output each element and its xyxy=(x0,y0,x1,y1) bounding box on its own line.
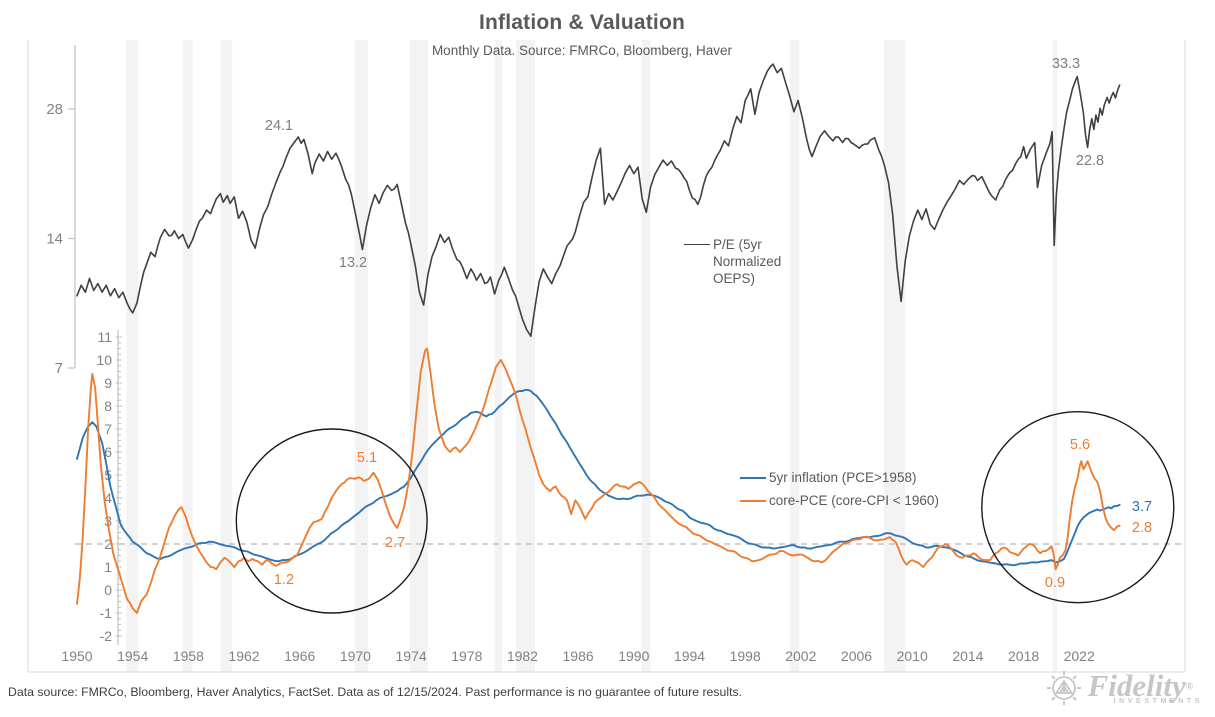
legend-pe-label: P/E (5yr Normalized OEPS) xyxy=(713,237,782,286)
x-axis-tick-label: 1998 xyxy=(730,648,761,664)
x-axis-tick-label: 2022 xyxy=(1064,648,1095,664)
x-axis-tick-label: 2010 xyxy=(897,648,928,664)
data-annotation: 33.3 xyxy=(1052,56,1080,72)
x-axis-tick-label: 2018 xyxy=(1008,648,1039,664)
recession-band xyxy=(220,40,233,672)
page-subtitle: Monthly Data. Source: FMRCo, Bloomberg, … xyxy=(431,43,733,58)
inflation-axis-tick-label: 4 xyxy=(104,490,112,506)
data-annotation: 0.9 xyxy=(1045,575,1065,591)
legend-pe: P/E (5yr Normalized OEPS) xyxy=(684,236,809,287)
highlight-circle xyxy=(981,411,1175,604)
recession-band xyxy=(354,40,368,672)
inflation-axis-tick-label: 8 xyxy=(104,398,112,414)
fidelity-logo: Fidelity® INVESTMENTS xyxy=(1044,668,1203,708)
recession-band xyxy=(1052,40,1057,672)
data-annotation: 3.7 xyxy=(1132,499,1152,515)
pe-axis-tick-label: 7 xyxy=(55,360,63,377)
data-annotation: 5.1 xyxy=(357,450,377,466)
inflation-axis-tick-label: 9 xyxy=(104,375,112,391)
recession-band xyxy=(883,40,906,672)
page-title: Inflation & Valuation xyxy=(478,11,686,34)
x-axis-tick-label: 1978 xyxy=(451,648,482,664)
x-axis-tick-label: 1994 xyxy=(674,648,705,664)
inflation-axis-tick-label: -2 xyxy=(100,628,113,644)
x-axis-tick-label: 1958 xyxy=(173,648,204,664)
inflation-axis-tick-label: 0 xyxy=(104,582,112,598)
pe-line-swatch xyxy=(684,244,710,245)
x-axis-tick-label: 1986 xyxy=(563,648,594,664)
registered-mark: ® xyxy=(1185,681,1194,693)
inflation-axis-tick-label: -1 xyxy=(100,605,113,621)
legend-inflation: 5yr inflation (PCE>1958) core-PCE (core-… xyxy=(740,469,939,515)
legend-inflation-label: 5yr inflation (PCE>1958) xyxy=(769,470,917,485)
x-axis-tick-label: 1966 xyxy=(284,648,315,664)
recession-band xyxy=(641,40,651,672)
disclaimer-text: Data source: FMRCo, Bloomberg, Haver Ana… xyxy=(8,685,743,699)
data-annotation: 5.6 xyxy=(1070,437,1090,453)
recession-band xyxy=(409,40,428,672)
x-axis-tick-label: 1970 xyxy=(340,648,371,664)
data-annotation: 22.8 xyxy=(1076,153,1104,169)
x-axis-tick-label: 2014 xyxy=(952,648,983,664)
logo-brand: Fidelity xyxy=(1087,668,1186,703)
x-axis-tick-label: 1974 xyxy=(396,648,427,664)
inflation-line-swatch xyxy=(740,476,766,479)
legend-item-5yr-inflation: 5yr inflation (PCE>1958) xyxy=(740,469,939,486)
recession-band xyxy=(516,40,535,672)
inflation-5yr-line xyxy=(76,388,1121,567)
x-axis-tick-label: 1990 xyxy=(618,648,649,664)
data-annotation: 2.7 xyxy=(385,535,405,551)
core-pce-line-swatch xyxy=(740,499,766,502)
logo-investments: INVESTMENTS xyxy=(1113,698,1203,705)
recession-band xyxy=(494,40,503,672)
pe-axis-tick-label: 28 xyxy=(46,101,63,118)
recession-band xyxy=(182,40,193,672)
pe-axis-tick-label: 14 xyxy=(46,231,63,248)
fidelity-pyramid-icon xyxy=(1046,671,1081,705)
recession-band xyxy=(789,40,800,672)
data-annotation: 24.1 xyxy=(265,118,293,134)
inflation-axis-tick-label: 7 xyxy=(104,421,112,437)
inflation-axis-tick-label: 10 xyxy=(96,352,112,368)
x-axis-tick-label: 1982 xyxy=(507,648,538,664)
x-axis-tick-label: 2006 xyxy=(841,648,872,664)
x-axis-tick-label: 1950 xyxy=(61,648,92,664)
inflation-axis-tick-label: 6 xyxy=(104,444,112,460)
inflation-axis-tick-label: 1 xyxy=(104,559,112,575)
recession-band xyxy=(126,40,139,672)
inflation-axis-tick-label: 11 xyxy=(97,329,112,345)
fidelity-wordmark: Fidelity® INVESTMENTS xyxy=(1087,668,1203,705)
legend-item-core-pce: core-PCE (core-CPI < 1960) xyxy=(740,492,939,509)
data-annotation: 13.2 xyxy=(339,255,367,271)
x-axis-tick-label: 2002 xyxy=(785,648,816,664)
legend-core-pce-label: core-PCE (core-CPI < 1960) xyxy=(769,493,939,508)
data-annotation: 2.8 xyxy=(1132,520,1152,536)
x-axis-tick-label: 1954 xyxy=(117,648,148,664)
core-pce-line xyxy=(76,347,1121,614)
data-annotation: 1.2 xyxy=(274,572,294,588)
pe-line xyxy=(76,63,1121,337)
highlight-circle xyxy=(235,428,428,614)
x-axis-tick-label: 1962 xyxy=(228,648,259,664)
